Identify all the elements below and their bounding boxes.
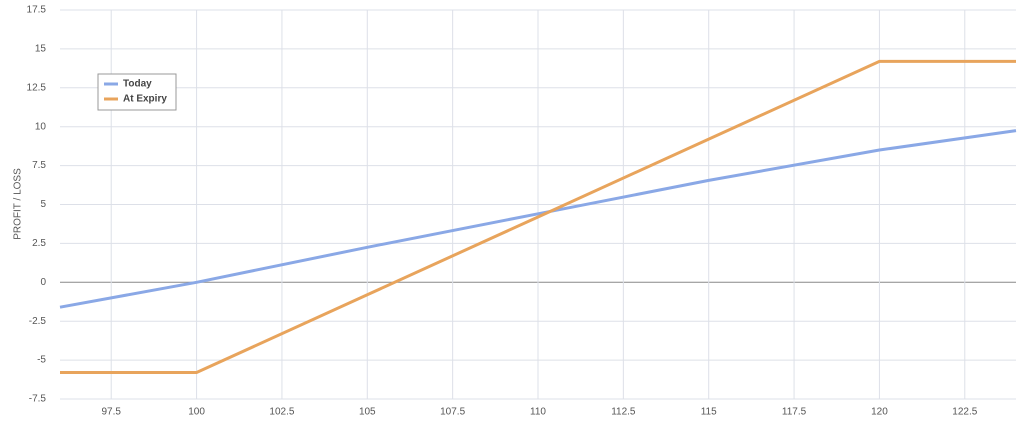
y-tick-label: 12.5 — [27, 82, 47, 93]
y-tick-label: -5 — [37, 355, 46, 366]
y-tick-label: 17.5 — [27, 5, 47, 16]
series-line — [60, 59, 1016, 375]
y-tick-label: 2.5 — [32, 238, 46, 249]
y-tick-label: 7.5 — [32, 160, 46, 171]
x-tick-label: 115 — [701, 407, 717, 418]
y-tick-label: -7.5 — [29, 394, 47, 405]
x-tick-label: 112.5 — [611, 407, 636, 418]
x-tick-label: 110 — [530, 407, 546, 418]
x-tick-label: 122.5 — [952, 407, 977, 418]
x-tick-label: 97.5 — [101, 407, 121, 418]
y-tick-label: 5 — [40, 199, 46, 210]
y-axis-label: PROFIT / LOSS — [13, 168, 24, 240]
legend-label: At Expiry — [123, 94, 167, 105]
x-tick-label: 107.5 — [440, 407, 465, 418]
x-tick-label: 105 — [359, 407, 376, 418]
x-tick-label: 120 — [871, 407, 888, 418]
x-tick-label: 117.5 — [782, 407, 807, 418]
legend-label: Today — [123, 79, 152, 90]
x-tick-label: 100 — [188, 407, 205, 418]
x-tick-label: 102.5 — [269, 407, 294, 418]
y-tick-label: 10 — [35, 121, 47, 132]
series-line — [59, 129, 1017, 309]
y-tick-label: -2.5 — [29, 316, 47, 327]
y-tick-label: 15 — [35, 44, 47, 55]
legend-box — [97, 73, 177, 111]
y-tick-label: 0 — [40, 277, 46, 288]
